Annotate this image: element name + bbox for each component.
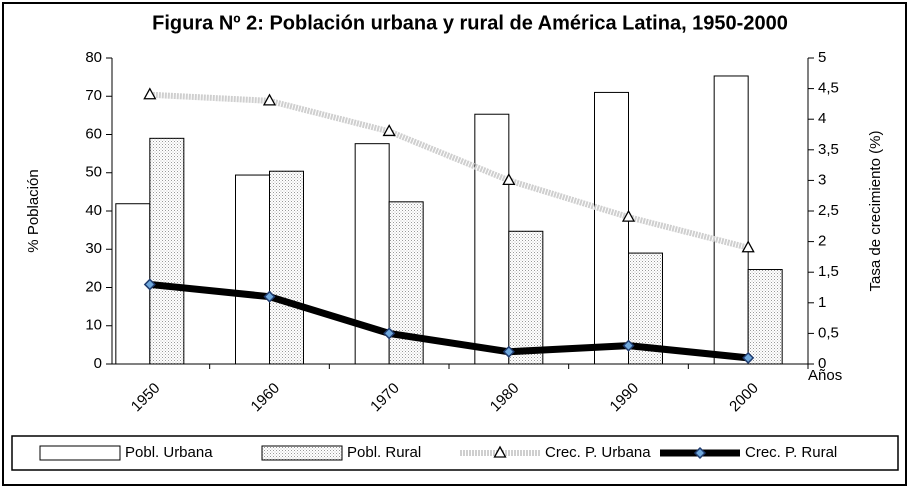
marker-diamond [502,345,515,358]
y2-tick-label: 1 [818,294,826,311]
bar [474,113,510,365]
y2-tick-label: 1,5 [818,263,839,280]
marker-triangle [382,124,396,137]
y2-tick-label: 0,5 [818,324,839,341]
marker-triangle [621,209,636,222]
legend-marker [693,446,707,460]
bar [235,174,270,365]
marker-diamond [742,351,755,364]
bar [269,170,304,365]
line [149,91,749,251]
marker-triangle [143,87,157,100]
y2-axis-label: Tasa de crecimiento (%) [867,131,884,292]
y-tick-label: 30 [85,240,102,257]
marker-diamond [263,290,276,303]
marker-diamond [143,278,156,291]
y-tick-label: 50 [85,164,102,181]
y-axis-label: % Población [25,169,42,252]
bar [149,137,185,365]
legend-marker [493,445,507,458]
y2-tick-label: 3,5 [818,141,839,158]
y-tick-label: 20 [85,278,102,295]
chart-title: Figura Nº 2: Población urbana y rural de… [152,12,788,34]
y-tick-label: 60 [85,125,102,142]
bar [115,203,151,365]
line [149,280,749,362]
y2-tick-label: 3 [818,171,826,188]
marker-diamond [383,327,396,340]
legend-swatch [39,445,121,461]
bar [594,91,629,365]
y2-tick-label: 4 [818,110,826,127]
marker-triangle [502,173,516,186]
y2-tick-label: 2 [818,233,826,250]
bar [747,269,783,365]
y-tick-label: 10 [85,317,102,334]
legend-label: Crec. P. Urbana [545,444,651,461]
y-tick-label: 0 [94,355,102,372]
y2-tick-label: 2,5 [818,202,839,219]
legend-label: Pobl. Urbana [125,444,213,461]
marker-diamond [622,339,635,352]
y2-tick-label: 5 [818,49,826,66]
y-tick-label: 80 [85,49,102,66]
legend-swatch [261,445,343,461]
bar [508,230,544,365]
legend-label: Pobl. Rural [347,444,421,461]
x-axis-label: Años [808,367,842,384]
y2-tick-label: 0 [818,355,826,372]
marker-triangle [262,93,277,106]
y-tick-label: 40 [85,202,102,219]
bar [713,75,749,365]
legend [11,435,899,471]
y-tick-label: 70 [85,87,102,104]
y2-tick-label: 4,5 [818,80,839,97]
legend-label: Crec. P. Rural [745,444,837,461]
marker-triangle [741,240,755,253]
